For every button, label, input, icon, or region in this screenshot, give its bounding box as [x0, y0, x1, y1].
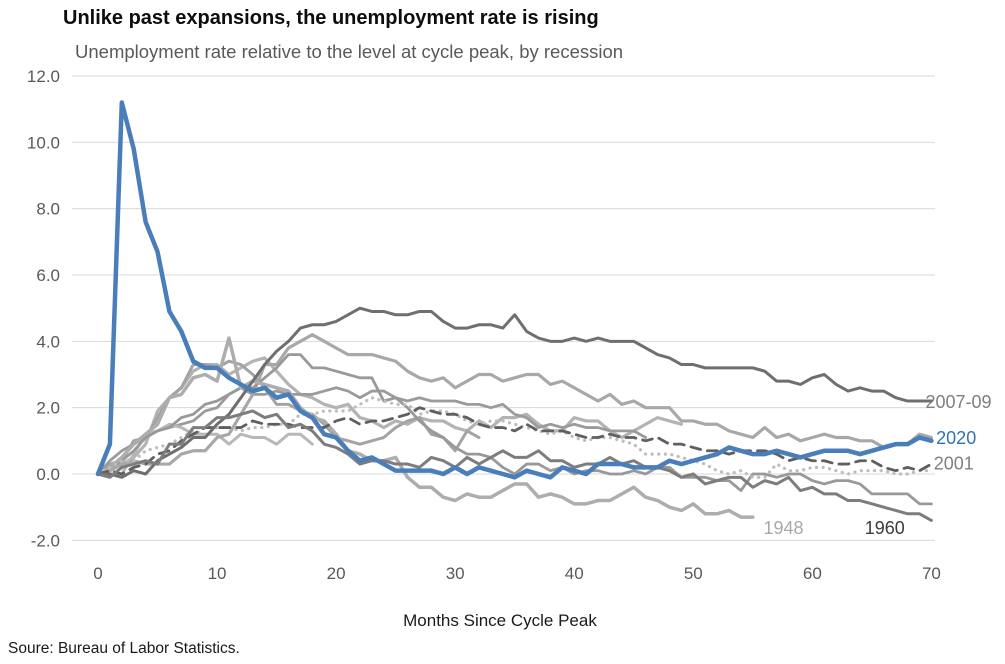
- x-tick-label: 20: [327, 564, 346, 583]
- x-tick-label: 10: [208, 564, 227, 583]
- y-tick-label: 0.0: [36, 465, 60, 484]
- x-tick-label: 60: [803, 564, 822, 583]
- series-2007-09-line: [96, 306, 933, 479]
- chart-subtitle: Unemployment rate relative to the level …: [75, 41, 624, 62]
- series-1981-line: [96, 353, 933, 506]
- source-note: Soure: Bureau of Labor Statistics.: [8, 640, 240, 657]
- y-tick-label: 4.0: [36, 332, 60, 351]
- series-label-1948: 1948: [764, 518, 804, 538]
- series-label-1960: 1960: [865, 518, 905, 538]
- series-1948-line: [96, 336, 755, 519]
- x-axis-title: Months Since Cycle Peak: [403, 611, 597, 630]
- x-tick-label: 40: [565, 564, 584, 583]
- series-1960-line: [96, 409, 933, 522]
- series-1953-line: [96, 356, 683, 476]
- series-1990-line: [96, 396, 934, 479]
- series-1973-line: [96, 333, 934, 476]
- x-tick-label: 0: [93, 564, 102, 583]
- x-tick-label: 30: [446, 564, 465, 583]
- series-1957-line: [96, 359, 481, 476]
- series-2020-line: [95, 100, 934, 480]
- y-tick-label: 10.0: [27, 133, 60, 152]
- y-tick-label: 8.0: [36, 200, 60, 219]
- series-label-2001: 2001: [934, 453, 974, 473]
- series-2001-line: [96, 406, 933, 476]
- y-tick-label: -2.0: [31, 531, 60, 550]
- y-tick-label: 2.0: [36, 399, 60, 418]
- series-label-2007-09: 2007-09: [925, 392, 991, 412]
- page-title: Unlike past expansions, the unemployment…: [63, 7, 599, 29]
- series-1969-line: [96, 386, 648, 476]
- x-tick-label: 50: [684, 564, 703, 583]
- series-label-2020: 2020: [936, 428, 976, 448]
- x-tick-label: 70: [922, 564, 941, 583]
- y-tick-label: 12.0: [27, 67, 60, 86]
- y-tick-label: 6.0: [36, 266, 60, 285]
